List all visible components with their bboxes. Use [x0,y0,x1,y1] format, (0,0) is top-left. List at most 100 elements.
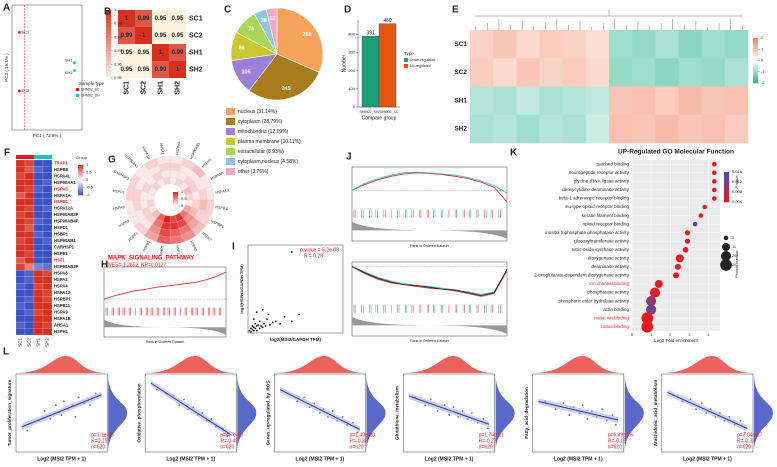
cell [678,114,702,144]
cell [632,30,656,59]
fit-line [667,391,748,429]
density-top [661,356,753,373]
legend-swatch [226,108,235,115]
gene-label: HSP90AB2P [54,212,79,217]
dot [702,204,707,210]
col-label: SC2 [27,338,32,347]
colorbar-tick-label: 0 [761,58,764,63]
cell [42,211,53,219]
colorbar-step [173,203,178,205]
cell [33,172,44,180]
col-label: SH2 [45,338,50,347]
cell [678,58,702,87]
gene-label: HSPBP1 [210,219,224,229]
point [261,326,264,329]
cell [118,44,135,61]
cell [632,58,656,87]
cell-label: 0.95 [138,50,150,56]
cell [152,10,169,27]
colorbar-step [753,74,758,77]
colorbar-step [106,47,111,52]
cell [24,276,35,284]
dot [672,272,680,279]
cell [493,30,517,59]
cell [42,198,53,206]
cell [539,114,563,144]
col-label: SH2 [174,81,181,95]
cell [701,30,726,59]
point [554,408,557,410]
dot [711,196,717,201]
cell [42,270,53,277]
panel-letter: H [101,260,108,271]
y-tick-label: nitric-oxide synthase activity [572,247,630,252]
cell [724,30,749,59]
density-top [403,356,495,373]
cell [42,263,53,271]
cell [42,185,53,193]
cell [42,224,53,232]
colorbar-tick-label: 1 [761,46,764,51]
gene-label: HSPA13 [215,189,229,195]
colorbar-step [78,190,83,193]
stat: p=4.7e-30 [220,432,243,438]
cell [609,86,633,116]
point [226,435,229,438]
cell-label: 1 [142,33,146,39]
y-tick-label: cation binding [601,324,630,329]
cell [24,224,35,232]
ranked-metric [104,319,226,335]
colorbar-step [106,23,111,28]
colorbar-step [106,54,111,58]
colorbar-step [78,169,83,172]
y-tick-label: mu-type opioid receptor binding [565,204,630,209]
cell [632,114,656,144]
y-tick-label: 2-oxoglutarate-dependent dioxygenase act… [534,273,630,278]
cell [24,218,35,225]
colorbar-step [106,50,111,55]
y-tick-label: beta-1 adrenergic receptor binding [559,196,630,201]
density-top [532,356,624,373]
cell [609,114,633,144]
colorbar-step [106,33,111,38]
cell-label: 0.95 [138,67,150,73]
colorbar-step [753,78,758,82]
col-label: SC1 [123,81,130,95]
colorbar-step [78,192,83,194]
colorbar-step [753,67,758,70]
ranked-metric [352,221,507,239]
cell [585,58,610,87]
group-bar [43,155,52,159]
stat: p-value = 5.2e-08 [300,247,339,253]
colorbar-step [753,58,758,61]
size-key-label: 2 [732,235,735,240]
point-label: SC2 [22,88,31,93]
x-tick-label: 0 [631,332,634,337]
point [54,404,57,407]
chart-title: UP-Regulated GO Molecular Function [618,149,734,156]
cell [33,283,44,290]
cell [33,244,44,251]
cell [539,58,563,87]
slice-label: 268 [302,32,311,38]
cell [701,86,726,116]
point [60,414,63,416]
cell [33,302,44,310]
x-tick-label: 1 [650,332,653,337]
cell [33,237,44,245]
colorbar-step [753,65,758,68]
slice-label: 76 [248,26,254,32]
cell [33,296,44,303]
cell [33,328,44,336]
cell [678,30,702,59]
row-label: SH2 [189,66,203,73]
cell [24,308,35,316]
stat: R=-0.18 [608,438,626,444]
point-label: SC1 [22,29,31,34]
cell [42,179,53,187]
cell [15,198,26,206]
cell [33,321,44,329]
cell [169,61,186,78]
colorbar-step [173,201,178,203]
colorbar-step [78,174,83,176]
